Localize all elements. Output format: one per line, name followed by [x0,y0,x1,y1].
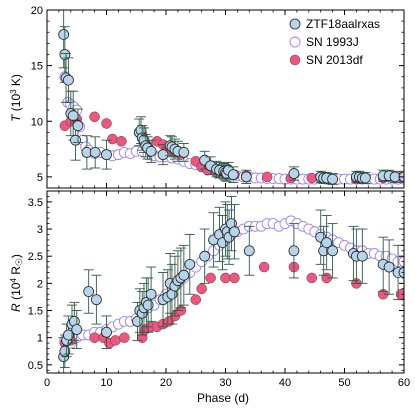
data-point-sn-2013df [190,294,201,305]
y-tick-label: 15 [31,61,43,73]
x-tick-label: 60 [398,377,410,389]
data-point-ztf18aalrxas [327,173,339,185]
data-point-ztf18aalrxas [184,258,196,270]
x-tick-label: 10 [100,377,112,389]
data-point-sn-2013df [229,272,240,284]
data-point-sn-2013df [107,133,118,145]
legend-label-sn1993j: SN 1993J [306,35,359,49]
data-point-sn-2013df [110,335,121,346]
data-point-ztf18aalrxas [359,172,371,184]
data-point-sn-2013df [261,171,273,183]
data-point-sn-2013df [116,136,127,147]
data-point-sn-2013df [220,272,231,284]
x-tick-label: 0 [44,377,50,389]
data-point-sn-2013df [205,272,216,284]
data-point-sn-2013df [89,332,100,343]
data-point-ztf18aalrxas [321,237,333,249]
data-point-ztf18aalrxas [63,329,74,341]
legend-marker-sn1993j [289,36,301,48]
data-point-ztf18aalrxas [288,245,300,257]
y-tick-label: 2 [37,278,43,290]
temperature-axis-label: T (103 K) [9,74,23,122]
y-tick-label: 5 [37,172,43,184]
data-point-sn-2013df [89,111,100,123]
data-point-ztf18aalrxas [243,245,255,257]
data-point-sn-2013df [101,118,112,129]
data-point-ztf18aalrxas [383,261,395,273]
y-tick-label: 3.5 [28,197,43,209]
data-point-ztf18aalrxas [145,288,157,300]
legend-marker-ztf [289,18,301,30]
legend-label-sn2013df: SN 2013df [306,53,363,67]
plot-area [58,10,404,186]
data-point-ztf18aalrxas [240,171,252,183]
data-point-ztf18aalrxas [71,324,83,335]
data-point-sn-2013df [196,283,207,295]
data-point-ztf18aalrxas [227,169,239,181]
data-point-ztf18aalrxas [229,226,240,238]
legend-marker-sn2013df [289,54,301,66]
data-point-ztf18aalrxas [89,146,101,158]
data-point-ztf18aalrxas [356,250,368,262]
data-point-ztf18aalrxas [58,29,70,40]
legend-item-sn2013df: SN 2013df [289,53,363,67]
y-tick-label: 20 [31,5,43,17]
data-point-ztf18aalrxas [83,286,95,297]
data-point-ztf18aalrxas [67,110,79,122]
data-point-sn-2013df [306,272,318,284]
legend-item-ztf: ZTF18aalrxas [289,17,380,31]
y-tick-label: 0.5 [28,360,43,372]
legend-item-sn1993j: SN 1993J [289,35,359,49]
data-point-sn-2013df [306,172,318,184]
data-point-ztf18aalrxas [145,145,157,157]
data-point-sn-2013df [395,288,404,300]
data-point-ztf18aalrxas [178,269,190,281]
data-point-ztf18aalrxas [389,171,401,183]
y-tick-label: 2.5 [28,251,43,263]
data-point-sn-2013df [119,332,130,343]
data-point-ztf18aalrxas [72,120,84,132]
data-point-ztf18aalrxas [157,149,169,161]
radius-panel: 0 10 20 30 40 50 60 0.5 1 1.5 2 2.5 3 3.5 [28,190,410,389]
data-point-ztf18aalrxas [59,49,71,60]
x-tick-label: 20 [160,377,172,389]
data-point-ztf18aalrxas [288,168,300,179]
data-point-ztf18aalrxas [101,149,112,161]
legend-label-ztf: ZTF18aalrxas [306,17,380,31]
radius-axis-label: R (104 R☉) [9,254,24,312]
data-point-ztf18aalrxas [199,250,211,262]
data-point-ztf18aalrxas [142,299,154,311]
data-point-sn-2013df [258,261,270,273]
data-point-ztf18aalrxas [327,245,339,257]
y-tick-label: 1.5 [28,306,43,318]
plot-area [58,195,404,373]
x-tick-label: 50 [338,377,350,389]
x-axis-label: Phase (d) [197,391,249,405]
y-tick-label: 1 [37,333,43,345]
x-tick-label: 40 [279,377,291,389]
legend: ZTF18aalrxas SN 1993J SN 2013df [289,17,380,67]
data-point-ztf18aalrxas [178,146,190,158]
data-point-ztf18aalrxas [101,326,112,338]
data-point-ztf18aalrxas [63,74,74,86]
data-point-ztf18aalrxas [90,294,102,306]
data-point-ztf18aalrxas [70,134,81,146]
temperature-panel: 5 10 15 20 [31,5,405,189]
y-tick-label: 10 [31,116,43,128]
y-tick-label: 3 [37,224,43,236]
x-tick-label: 30 [219,377,231,389]
